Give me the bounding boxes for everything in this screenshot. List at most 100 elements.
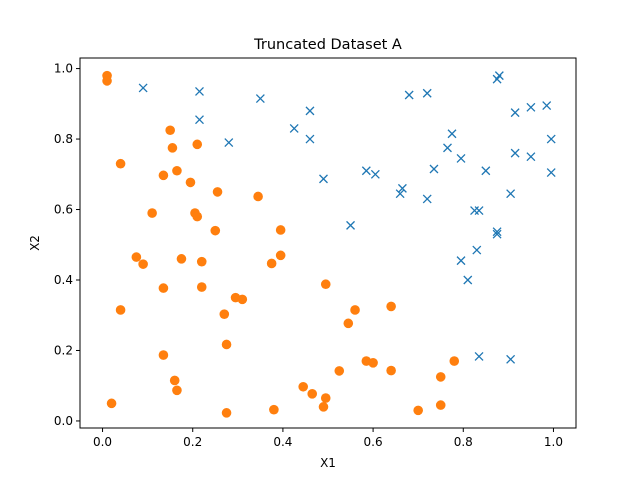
scatter-point: [115, 305, 126, 315]
scatter-point: [106, 398, 117, 409]
x-tick-label: 0.0: [93, 435, 112, 449]
scatter-point: [165, 125, 175, 136]
scatter-point: [318, 402, 329, 412]
scatter-point: [343, 318, 354, 329]
scatter-point: [298, 381, 309, 392]
scatter-point: [221, 339, 232, 350]
y-tick-label: 0.4: [54, 273, 73, 287]
scatter-point: [219, 309, 230, 319]
scatter-point: [253, 191, 263, 202]
scatter-point: [346, 220, 356, 230]
scatter-point: [196, 282, 207, 292]
scatter-point: [510, 108, 520, 118]
scatter-point: [350, 305, 360, 315]
scatter-point: [307, 389, 318, 399]
scatter-point: [361, 166, 371, 176]
scatter-point: [167, 143, 178, 153]
scatter-point: [449, 356, 460, 366]
scatter-point: [447, 129, 457, 139]
scatter-point: [169, 375, 180, 386]
scatter-point: [435, 372, 446, 382]
x-axis: 0.0 0.2 0.4 0.6 0.8 1.0: [93, 428, 563, 449]
chart-title: Truncated Dataset A: [253, 37, 402, 53]
scatter-point: [255, 94, 265, 103]
scatter-point: [192, 139, 203, 150]
scatter-point: [102, 76, 112, 86]
scatter-point: [546, 134, 556, 144]
scatter-point: [269, 404, 279, 415]
scatter-point: [237, 294, 248, 305]
scatter-point: [492, 229, 502, 239]
scatter-point: [494, 71, 504, 81]
scatter-point: [172, 385, 182, 396]
scatter-point: [176, 254, 187, 264]
scatter-point: [147, 208, 157, 218]
scatter-point: [474, 352, 484, 361]
scatter-point: [456, 153, 466, 163]
y-tick-label: 1.0: [54, 62, 73, 76]
scatter-point: [172, 165, 182, 176]
scatter-point: [138, 83, 148, 93]
scatter-point: [158, 283, 169, 293]
scatter-point: [422, 88, 432, 98]
x-tick-label: 0.2: [183, 435, 202, 449]
y-tick-label: 0.6: [54, 203, 73, 217]
y-axis-label: X2: [28, 235, 42, 251]
scatter-point: [386, 301, 396, 312]
scatter-point: [506, 354, 516, 364]
scatter-point: [275, 225, 286, 235]
scatter-point: [510, 148, 520, 158]
scatter-point: [463, 275, 473, 285]
scatter-point: [212, 187, 223, 197]
scatter-point: [456, 256, 466, 266]
y-tick-label: 0.2: [54, 343, 73, 357]
scatter-point: [320, 279, 331, 290]
scatter-point: [158, 170, 169, 181]
scatter-point: [224, 138, 234, 148]
scatter-point: [422, 194, 432, 204]
x-axis-label: X1: [320, 456, 336, 470]
scatter-point: [115, 158, 126, 169]
scatter-point: [395, 189, 405, 199]
scatter-point: [397, 183, 407, 193]
scatter-point: [472, 245, 482, 255]
y-tick-label: 0.0: [54, 414, 73, 428]
plot-area: [102, 70, 556, 418]
scatter-point: [506, 189, 516, 199]
scatter-point: [429, 164, 439, 174]
scatter-point: [131, 252, 142, 262]
x-tick-label: 0.8: [454, 435, 473, 449]
scatter-point: [266, 258, 277, 269]
scatter-point: [275, 250, 286, 261]
scatter-point: [158, 350, 169, 360]
x-tick-label: 1.0: [544, 435, 563, 449]
scatter-point: [196, 256, 207, 267]
scatter-point: [481, 166, 491, 176]
scatter-point: [542, 101, 552, 111]
scatter-point: [192, 211, 203, 222]
scatter-point: [435, 400, 446, 410]
scatter-point: [138, 259, 148, 269]
scatter-point: [404, 90, 414, 100]
scatter-point: [210, 225, 221, 236]
scatter-point: [370, 169, 380, 179]
scatter-point: [386, 365, 396, 376]
scatter-point: [334, 366, 345, 376]
scatter-point: [368, 358, 378, 368]
y-tick-label: 0.8: [54, 132, 73, 146]
scatter-point: [320, 393, 331, 403]
y-axis: 0.0 0.2 0.4 0.6 0.8 1.0: [54, 62, 80, 428]
scatter-point: [474, 206, 484, 216]
scatter-point: [195, 87, 204, 96]
scatter-point: [305, 134, 315, 144]
x-tick-label: 0.4: [273, 435, 292, 449]
plot-frame: [79, 57, 577, 429]
scatter-point: [526, 102, 536, 112]
scatter-point: [546, 168, 556, 177]
scatter-point: [492, 227, 502, 237]
scatter-point: [305, 106, 315, 116]
scatter-point: [185, 177, 196, 188]
scatter-point: [319, 174, 328, 184]
scatter-point: [443, 143, 452, 153]
